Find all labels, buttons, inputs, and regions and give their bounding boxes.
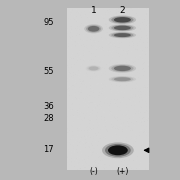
Ellipse shape <box>109 24 136 31</box>
Ellipse shape <box>111 65 134 72</box>
Ellipse shape <box>114 66 131 71</box>
Ellipse shape <box>84 24 103 33</box>
Ellipse shape <box>111 16 134 23</box>
Text: (-): (-) <box>89 167 98 176</box>
Bar <box>67 8 149 170</box>
Ellipse shape <box>88 26 99 32</box>
Text: 55: 55 <box>44 68 54 76</box>
Ellipse shape <box>114 26 131 30</box>
Ellipse shape <box>89 66 99 70</box>
Ellipse shape <box>111 33 134 38</box>
Ellipse shape <box>105 144 131 157</box>
Ellipse shape <box>102 142 134 158</box>
Ellipse shape <box>109 76 136 82</box>
Ellipse shape <box>111 25 134 31</box>
Ellipse shape <box>109 32 136 38</box>
Ellipse shape <box>111 77 134 82</box>
Text: 2: 2 <box>120 6 125 15</box>
Ellipse shape <box>114 77 131 81</box>
Text: (+): (+) <box>116 167 129 176</box>
Ellipse shape <box>86 25 101 33</box>
Ellipse shape <box>109 64 136 73</box>
Ellipse shape <box>87 66 100 71</box>
Ellipse shape <box>109 15 136 24</box>
Text: 95: 95 <box>44 18 54 27</box>
Ellipse shape <box>108 145 128 155</box>
Ellipse shape <box>114 17 131 22</box>
Ellipse shape <box>114 33 131 37</box>
Text: 36: 36 <box>43 102 54 111</box>
Text: 1: 1 <box>91 6 96 15</box>
Ellipse shape <box>86 65 102 72</box>
Text: 28: 28 <box>43 114 54 123</box>
Text: 17: 17 <box>43 145 54 154</box>
